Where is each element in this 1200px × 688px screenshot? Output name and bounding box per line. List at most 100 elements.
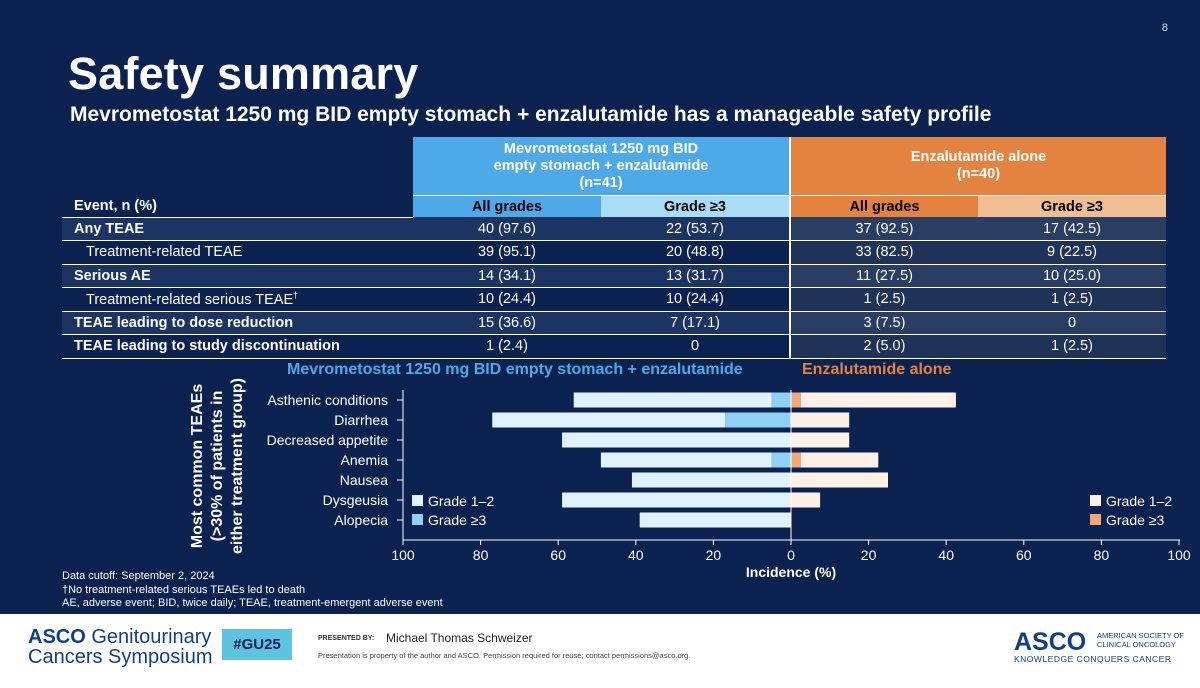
cell-value: 33 (82.5) bbox=[790, 240, 978, 265]
footnote-dagger: †No treatment-related serious TEAEs led … bbox=[62, 583, 306, 596]
x-tick-label: 60 bbox=[550, 547, 566, 563]
asco-gu-logo: ASCO Genitourinary Cancers Symposium bbox=[28, 627, 213, 667]
subheader-mev-grade3: Grade ≥3 bbox=[601, 195, 791, 217]
group-header-enzalutamide: Enzalutamide alone (n=40) bbox=[790, 137, 1166, 196]
asco-org-line2: CLINICAL ONCOLOGY bbox=[1097, 639, 1176, 649]
group1-line3: (n=41) bbox=[579, 174, 623, 191]
bar-mev-grade3 bbox=[725, 412, 791, 428]
bar-mev-grade12 bbox=[492, 412, 726, 428]
cell-value: 13 (31.7) bbox=[601, 264, 791, 288]
cell-value: 14 (34.1) bbox=[413, 264, 601, 288]
cell-value: 2 (5.0) bbox=[790, 334, 978, 359]
cell-value: 15 (36.6) bbox=[413, 311, 601, 335]
table-row: Treatment-related serious TEAE† 10 (24.4… bbox=[62, 287, 1166, 312]
legend-swatch-mev-grade3 bbox=[412, 514, 423, 525]
dagger-footnote-mark: † bbox=[293, 290, 299, 301]
cell-value: 17 (42.5) bbox=[978, 217, 1166, 241]
asco-org-name: AMERICAN SOCIETY OF CLINICAL ONCOLOGY bbox=[1097, 631, 1184, 649]
category-label: Decreased appetite bbox=[267, 432, 389, 448]
bar-mev-grade3 bbox=[771, 392, 791, 408]
bar-mev-grade3 bbox=[771, 452, 791, 468]
presenter-name: Michael Thomas Schweizer bbox=[386, 631, 533, 645]
footnote-abbreviations: AE, adverse event; BID, twice daily; TEA… bbox=[62, 597, 443, 609]
subheader-enz-grade3: Grade ≥3 bbox=[978, 195, 1166, 217]
cell-value: 40 (97.6) bbox=[413, 217, 601, 241]
cell-value: 20 (48.8) bbox=[601, 240, 791, 265]
bar-enz-grade3 bbox=[791, 452, 801, 468]
x-tick-label: 60 bbox=[1016, 547, 1032, 563]
group-header-mevrometostat: Mevrometostat 1250 mg BID empty stomach … bbox=[413, 137, 791, 196]
group1-line1: Mevrometostat 1250 mg BID bbox=[503, 140, 699, 157]
bar-mev-grade12 bbox=[600, 452, 772, 468]
subheader-mev-all: All grades bbox=[413, 195, 601, 217]
category-label: Anemia bbox=[341, 452, 389, 468]
group2-line2: (n=40) bbox=[956, 166, 1001, 182]
cell-value: 22 (53.7) bbox=[601, 217, 791, 241]
table-row: Treatment-related TEAE 39 (95.1) 20 (48.… bbox=[62, 240, 1166, 265]
category-label: Diarrhea bbox=[334, 412, 388, 428]
event-column-header: Event, n (%) bbox=[62, 195, 413, 218]
subheader-enz-all: All grades bbox=[790, 195, 978, 217]
page-number: 8 bbox=[1161, 22, 1168, 34]
row-label-text: Treatment-related serious TEAE bbox=[86, 292, 294, 309]
presented-by-label: PRESENTED BY: bbox=[318, 635, 375, 642]
x-axis-label: Incidence (%) bbox=[746, 564, 836, 580]
legend-label: Grade 1–2 bbox=[428, 493, 494, 509]
bar-mev-grade12 bbox=[631, 472, 791, 488]
legend-label: Grade 1–2 bbox=[1106, 493, 1172, 509]
legend-label: Grade ≥3 bbox=[1106, 512, 1164, 528]
cell-value: 10 (25.0) bbox=[978, 264, 1166, 288]
property-notice: Presentation is property of the author a… bbox=[318, 651, 691, 660]
slide: 8 Safety summary Mevrometostat 1250 mg B… bbox=[0, 0, 1200, 614]
chart-title-mevrometostat: Mevrometostat 1250 mg BID empty stomach … bbox=[287, 361, 743, 378]
legend-label: Grade ≥3 bbox=[428, 512, 486, 528]
row-label: Treatment-related serious TEAE† bbox=[62, 287, 413, 312]
y-axis-label: either treatment group) bbox=[229, 378, 246, 554]
category-label: Asthenic conditions bbox=[267, 392, 388, 408]
table-row: TEAE leading to dose reduction 15 (36.6)… bbox=[62, 311, 1166, 335]
cell-value: 39 (95.1) bbox=[413, 240, 601, 265]
x-tick-label: 40 bbox=[938, 547, 954, 563]
row-label: TEAE leading to dose reduction bbox=[62, 311, 413, 335]
legend-swatch-mev-grade12 bbox=[412, 495, 423, 506]
bar-enz-grade12 bbox=[791, 472, 888, 488]
category-label: Alopecia bbox=[334, 512, 388, 528]
bar-enz-grade12 bbox=[791, 412, 850, 428]
bar-mev-grade12 bbox=[562, 492, 791, 508]
bar-enz-grade3 bbox=[791, 392, 801, 408]
group1-line2: empty stomach + enzalutamide bbox=[493, 157, 709, 174]
page-subtitle: Mevrometostat 1250 mg BID empty stomach … bbox=[70, 103, 992, 126]
cell-value: 10 (24.4) bbox=[601, 287, 791, 312]
cell-value: 7 (17.1) bbox=[601, 311, 791, 335]
x-tick-label: 100 bbox=[391, 547, 415, 563]
bar-mev-grade12 bbox=[562, 432, 791, 448]
y-axis-label: (>30% of patients in bbox=[209, 391, 226, 542]
safety-table: Mevrometostat 1250 mg BID empty stomach … bbox=[62, 137, 1166, 359]
cell-value: 11 (27.5) bbox=[790, 264, 978, 288]
asco-gu-symposium: Cancers Symposium bbox=[28, 646, 213, 668]
x-tick-label: 80 bbox=[1094, 547, 1110, 563]
chart-title-enzalutamide: Enzalutamide alone bbox=[802, 361, 952, 378]
table-row: Any TEAE 40 (97.6) 22 (53.7) 37 (92.5) 1… bbox=[62, 217, 1166, 241]
hashtag-badge: #GU25 bbox=[222, 629, 292, 660]
legend-swatch-enz-grade3 bbox=[1090, 514, 1101, 525]
cell-value: 1 (2.5) bbox=[978, 287, 1166, 312]
row-label: Serious AE bbox=[62, 264, 413, 288]
cell-value: 9 (22.5) bbox=[978, 240, 1166, 265]
asco-org-line1: AMERICAN SOCIETY OF bbox=[1097, 631, 1184, 640]
bar-enz-grade12 bbox=[800, 452, 879, 468]
row-label: TEAE leading to study discontinuation bbox=[62, 334, 413, 359]
bar-enz-grade12 bbox=[791, 432, 850, 448]
cell-value: 1 (2.4) bbox=[413, 334, 601, 359]
footer bbox=[0, 614, 1200, 688]
table-row: Serious AE 14 (34.1) 13 (31.7) 11 (27.5)… bbox=[62, 264, 1166, 288]
x-tick-label: 80 bbox=[473, 547, 489, 563]
cell-value: 0 bbox=[601, 334, 791, 359]
row-label: Any TEAE bbox=[62, 217, 413, 241]
asco-tagline: KNOWLEDGE CONQUERS CANCER bbox=[1014, 654, 1172, 664]
category-label: Dysgeusia bbox=[323, 492, 389, 508]
legend-swatch-enz-grade12 bbox=[1090, 495, 1101, 506]
cell-value: 37 (92.5) bbox=[790, 217, 978, 241]
asco-gu-word: ASCO bbox=[28, 626, 86, 648]
category-label: Nausea bbox=[340, 472, 388, 488]
